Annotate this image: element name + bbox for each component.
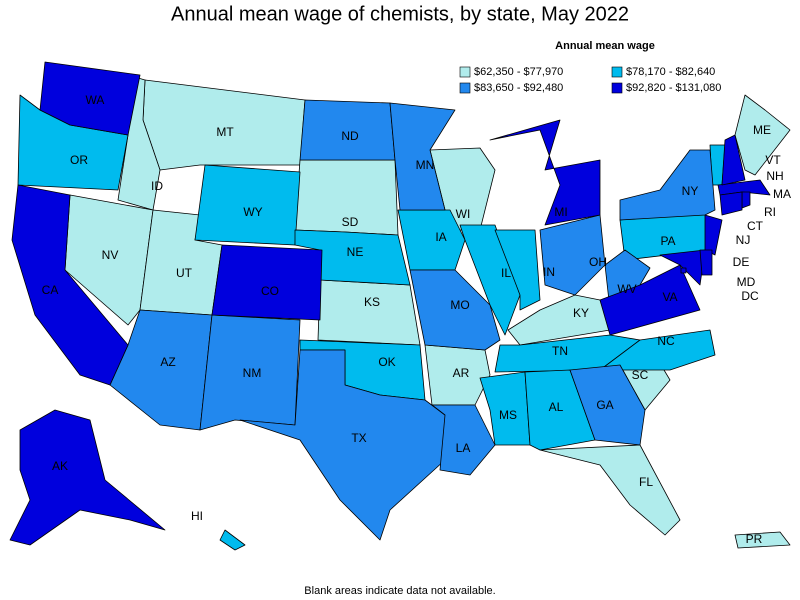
state [599, 329, 716, 371]
state-label: WA [86, 93, 105, 107]
state [734, 94, 791, 176]
state-label: OR [70, 153, 88, 167]
state-label: VA [662, 290, 677, 304]
state [599, 264, 701, 336]
state-label: UT [176, 266, 193, 280]
state [704, 214, 723, 256]
state-label: WY [243, 205, 262, 219]
state-label: PA [660, 234, 675, 248]
state [109, 309, 213, 431]
state [294, 229, 411, 286]
state-label: AK [52, 459, 68, 473]
state [619, 149, 716, 221]
state-label: MD [737, 275, 756, 289]
state-label: OK [378, 355, 395, 369]
state [219, 529, 246, 551]
state [539, 444, 681, 536]
state-label: MO [450, 298, 469, 312]
state [734, 531, 791, 549]
state-label: CA [42, 283, 59, 297]
state [719, 191, 743, 216]
state-labels: MT ID NV UT SD KS WI AR KY SC FL ME PR OR WY NE IA IL IN OK… [42, 93, 791, 546]
state-label: CO [261, 284, 279, 298]
state-label: IL [501, 266, 511, 280]
state [389, 102, 456, 211]
legend-label: $78,170 - $82,640 [626, 66, 715, 78]
state [741, 191, 751, 209]
state-label: NH [766, 169, 783, 183]
footnote: Blank areas indicate data not available. [304, 585, 495, 597]
legend-swatch [611, 82, 623, 94]
state-label: NV [102, 248, 119, 262]
state-label: ME [753, 123, 771, 137]
state-label: ID [151, 179, 163, 193]
state-label: MI [554, 205, 567, 219]
state [489, 119, 601, 226]
state-label: NY [682, 184, 699, 198]
state-label: FL [639, 475, 653, 489]
state-label: IN [543, 265, 555, 279]
state [211, 244, 323, 321]
state [239, 349, 446, 541]
state-label: NM [243, 366, 262, 380]
state-label: MS [499, 408, 517, 422]
state-label: AR [453, 366, 470, 380]
legend-label: $83,650 - $92,480 [474, 82, 563, 94]
state [479, 371, 531, 446]
state-label: NC [657, 334, 675, 348]
state-label: KS [364, 295, 380, 309]
state-label: OH [589, 255, 607, 269]
state [431, 404, 496, 476]
state-label: TX [351, 431, 366, 445]
state-label: SC [632, 368, 649, 382]
state [539, 214, 606, 296]
legend-label: $92,820 - $131,080 [626, 82, 721, 94]
legend-swatch [459, 82, 471, 94]
state-label: AZ [160, 355, 175, 369]
states [9, 61, 791, 551]
state [39, 61, 141, 136]
state-label: MT [216, 125, 234, 139]
state-label: SD [342, 215, 359, 229]
state [659, 249, 706, 286]
state-label: MA [773, 187, 791, 201]
state [699, 249, 713, 276]
state [459, 224, 521, 336]
legend-label: $62,350 - $77,970 [474, 66, 563, 78]
state [11, 184, 129, 386]
state-label: CT [747, 219, 764, 233]
state-label: VT [765, 153, 781, 167]
state-label: GA [596, 398, 613, 412]
state-label: DE [733, 255, 750, 269]
legend-swatch [611, 66, 623, 78]
legend-title: Annual mean wage [555, 40, 655, 52]
state [569, 364, 646, 446]
state-label: AL [549, 400, 564, 414]
state-label: WV [617, 282, 636, 296]
state-label: RI [764, 205, 776, 219]
state [680, 267, 687, 274]
map-title: Annual mean wage of chemists, by state, … [171, 3, 629, 25]
state-label: NJ [736, 233, 751, 247]
state [494, 229, 541, 311]
state [721, 134, 746, 186]
state-label: IA [435, 230, 446, 244]
legend-swatch [459, 66, 471, 78]
state-label: LA [456, 441, 471, 455]
state [317, 279, 421, 346]
state-label: WI [456, 207, 471, 221]
state-label: PR [746, 532, 763, 546]
state-label: ND [341, 129, 359, 143]
state-label: NE [347, 245, 364, 259]
state [717, 179, 771, 196]
state [524, 369, 596, 451]
state [9, 409, 166, 546]
state-label: MN [416, 158, 435, 172]
state-label: KY [573, 306, 589, 320]
state-label: HI [191, 509, 203, 523]
state [409, 269, 501, 351]
state-label: DC [741, 289, 759, 303]
state-label: TN [552, 344, 568, 358]
